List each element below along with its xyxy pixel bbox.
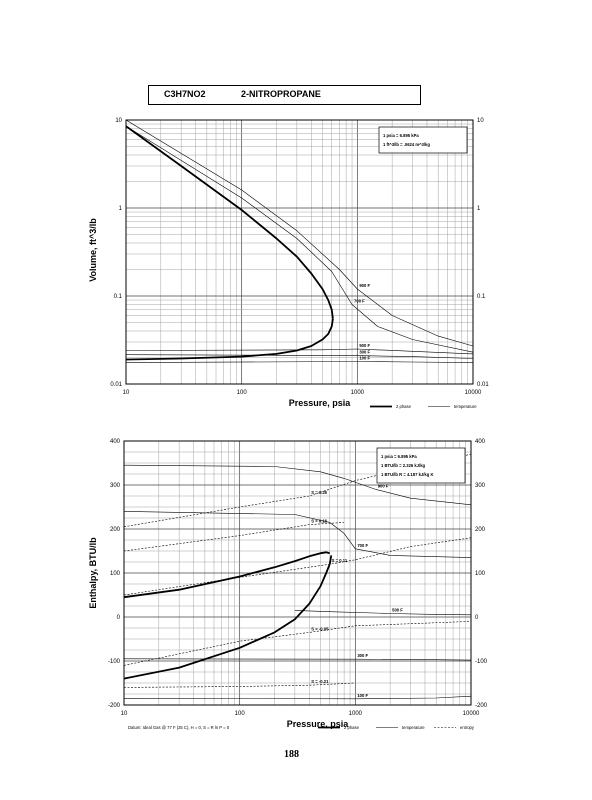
- page-number: 188: [284, 749, 299, 760]
- isotherm-line: [123, 464, 472, 506]
- x-tick-label: 100: [237, 390, 248, 396]
- compound-formula: C3H7NO2: [164, 89, 206, 99]
- y-tick-label-right: 1: [477, 206, 481, 212]
- isotherm-line: [125, 348, 474, 355]
- y-tick-label-left: 10: [115, 118, 122, 124]
- y-tick-label-right: 200: [475, 527, 486, 533]
- y-tick-label-left: 0.1: [114, 294, 123, 300]
- isotherm-label: 300 F: [357, 653, 368, 658]
- isotherm-label: 700 F: [357, 543, 368, 548]
- isotherm-line: [123, 695, 472, 700]
- y-tick-label-right: 100: [475, 571, 486, 577]
- x-tick-label: 1000: [351, 390, 365, 396]
- x-tick-label: 10000: [463, 711, 480, 717]
- legend-temperature-label: temperature: [454, 404, 477, 409]
- isotherm-label: 500 F: [392, 607, 403, 612]
- two-phase-vapor-curve: [125, 125, 334, 319]
- y-tick-label-left: 0.01: [110, 382, 122, 388]
- isotherm-line: [294, 610, 472, 616]
- y-tick-label-left: 400: [110, 439, 121, 445]
- conversion-note: 1 BTU/lb = 2.326 kJ/kg: [381, 463, 426, 468]
- y-tick-label-right: 400: [475, 439, 486, 445]
- x-tick-label: 10: [123, 390, 130, 396]
- isotherm-label: 900 F: [359, 283, 370, 288]
- isotherm-label: 100 F: [359, 356, 370, 361]
- conversion-note: 1 psia = 6.895 kPa: [383, 133, 419, 138]
- two-phase-vapor-curve: [123, 551, 330, 599]
- y-tick-label-right: 10: [477, 118, 484, 124]
- y-tick-label-right: 0.1: [477, 294, 486, 300]
- conversion-note: 1 ft^3/lb = .0624 m^3/kg: [383, 142, 430, 147]
- y-tick-label-right: -100: [475, 659, 488, 665]
- y-tick-label-left: -200: [108, 703, 121, 709]
- y-tick-label-left: -100: [108, 659, 121, 665]
- two-phase-liquid-curve: [123, 555, 333, 680]
- title-box: C3H7NO2 2-NITROPROPANE: [148, 85, 421, 105]
- legend-two-phase-label: 2 phase: [344, 725, 360, 730]
- y-tick-label-left: 1: [119, 206, 123, 212]
- x-axis-label: Pressure, psia: [287, 719, 350, 729]
- datum-note: Datum: Ideal Gas @ 77 F (25 C), H = 0, S…: [128, 725, 230, 730]
- x-tick-label: 10000: [465, 390, 482, 396]
- x-tick-label: 100: [235, 711, 246, 717]
- y-tick-label-right: 0: [475, 615, 479, 621]
- y-axis-label: Volume, ft^3/lb: [88, 218, 98, 282]
- y-tick-label-left: 200: [110, 527, 121, 533]
- entropy-label: S = -0.05: [311, 626, 329, 631]
- legend-entropy-label: entropy: [460, 725, 475, 730]
- y-tick-label-left: 300: [110, 483, 121, 489]
- y-axis-label: Enthalpy, BTU/lb: [88, 537, 98, 609]
- entropy-line: [123, 682, 356, 688]
- entropy-line: [123, 537, 472, 596]
- legend-two-phase-label: 2 phase: [396, 404, 412, 409]
- x-tick-label: 10: [121, 711, 128, 717]
- isotherm-label: 300 F: [359, 350, 370, 355]
- two-phase-liquid-curve: [125, 318, 334, 361]
- isotherm-label: 700 F: [354, 299, 365, 304]
- isotherm-line: [125, 354, 474, 359]
- conversion-box: [376, 447, 466, 484]
- conversion-note: 1 psia = 6.895 kPa: [381, 454, 417, 459]
- y-tick-label-right: -200: [475, 703, 488, 709]
- y-tick-label-right: 0.01: [477, 382, 489, 388]
- y-tick-label-right: 300: [475, 483, 486, 489]
- isotherm-line: [125, 119, 474, 347]
- isotherm-line: [125, 361, 474, 363]
- entropy-label: S = 0.16: [311, 519, 327, 524]
- compound-name: 2-NITROPROPANE: [241, 89, 321, 99]
- legend-temperature-label: temperature: [402, 725, 425, 730]
- entropy-label: S = 0.11: [332, 558, 348, 563]
- isotherm-line: [123, 511, 472, 558]
- plot-border: [123, 440, 472, 706]
- entropy-line: [123, 621, 472, 666]
- conversion-box: [378, 126, 468, 154]
- isotherm-label: 500 F: [359, 343, 370, 348]
- plot-area: [126, 120, 473, 384]
- entropy-label: S = 0.25: [311, 490, 327, 495]
- isotherm-line: [125, 125, 474, 353]
- isotherm-line: [123, 658, 472, 661]
- isotherm-label: 100 F: [357, 693, 368, 698]
- x-axis-label: Pressure, psia: [289, 398, 352, 408]
- conversion-note: 1 BTU/lb R = 4.187 kJ/kg K: [381, 472, 433, 477]
- isotherm-label: 900 F: [378, 483, 389, 488]
- x-tick-label: 1000: [349, 711, 363, 717]
- enthalpy-chart: S = 0.25 S = 0.16 S = 0.11 S = -0.05 S = -0.…: [88, 439, 488, 730]
- y-tick-label-left: 0: [117, 615, 121, 621]
- entropy-label: S = -0.21: [311, 679, 329, 684]
- entropy-line: [123, 522, 345, 552]
- y-tick-label-left: 100: [110, 571, 121, 577]
- plot-border: [125, 119, 474, 385]
